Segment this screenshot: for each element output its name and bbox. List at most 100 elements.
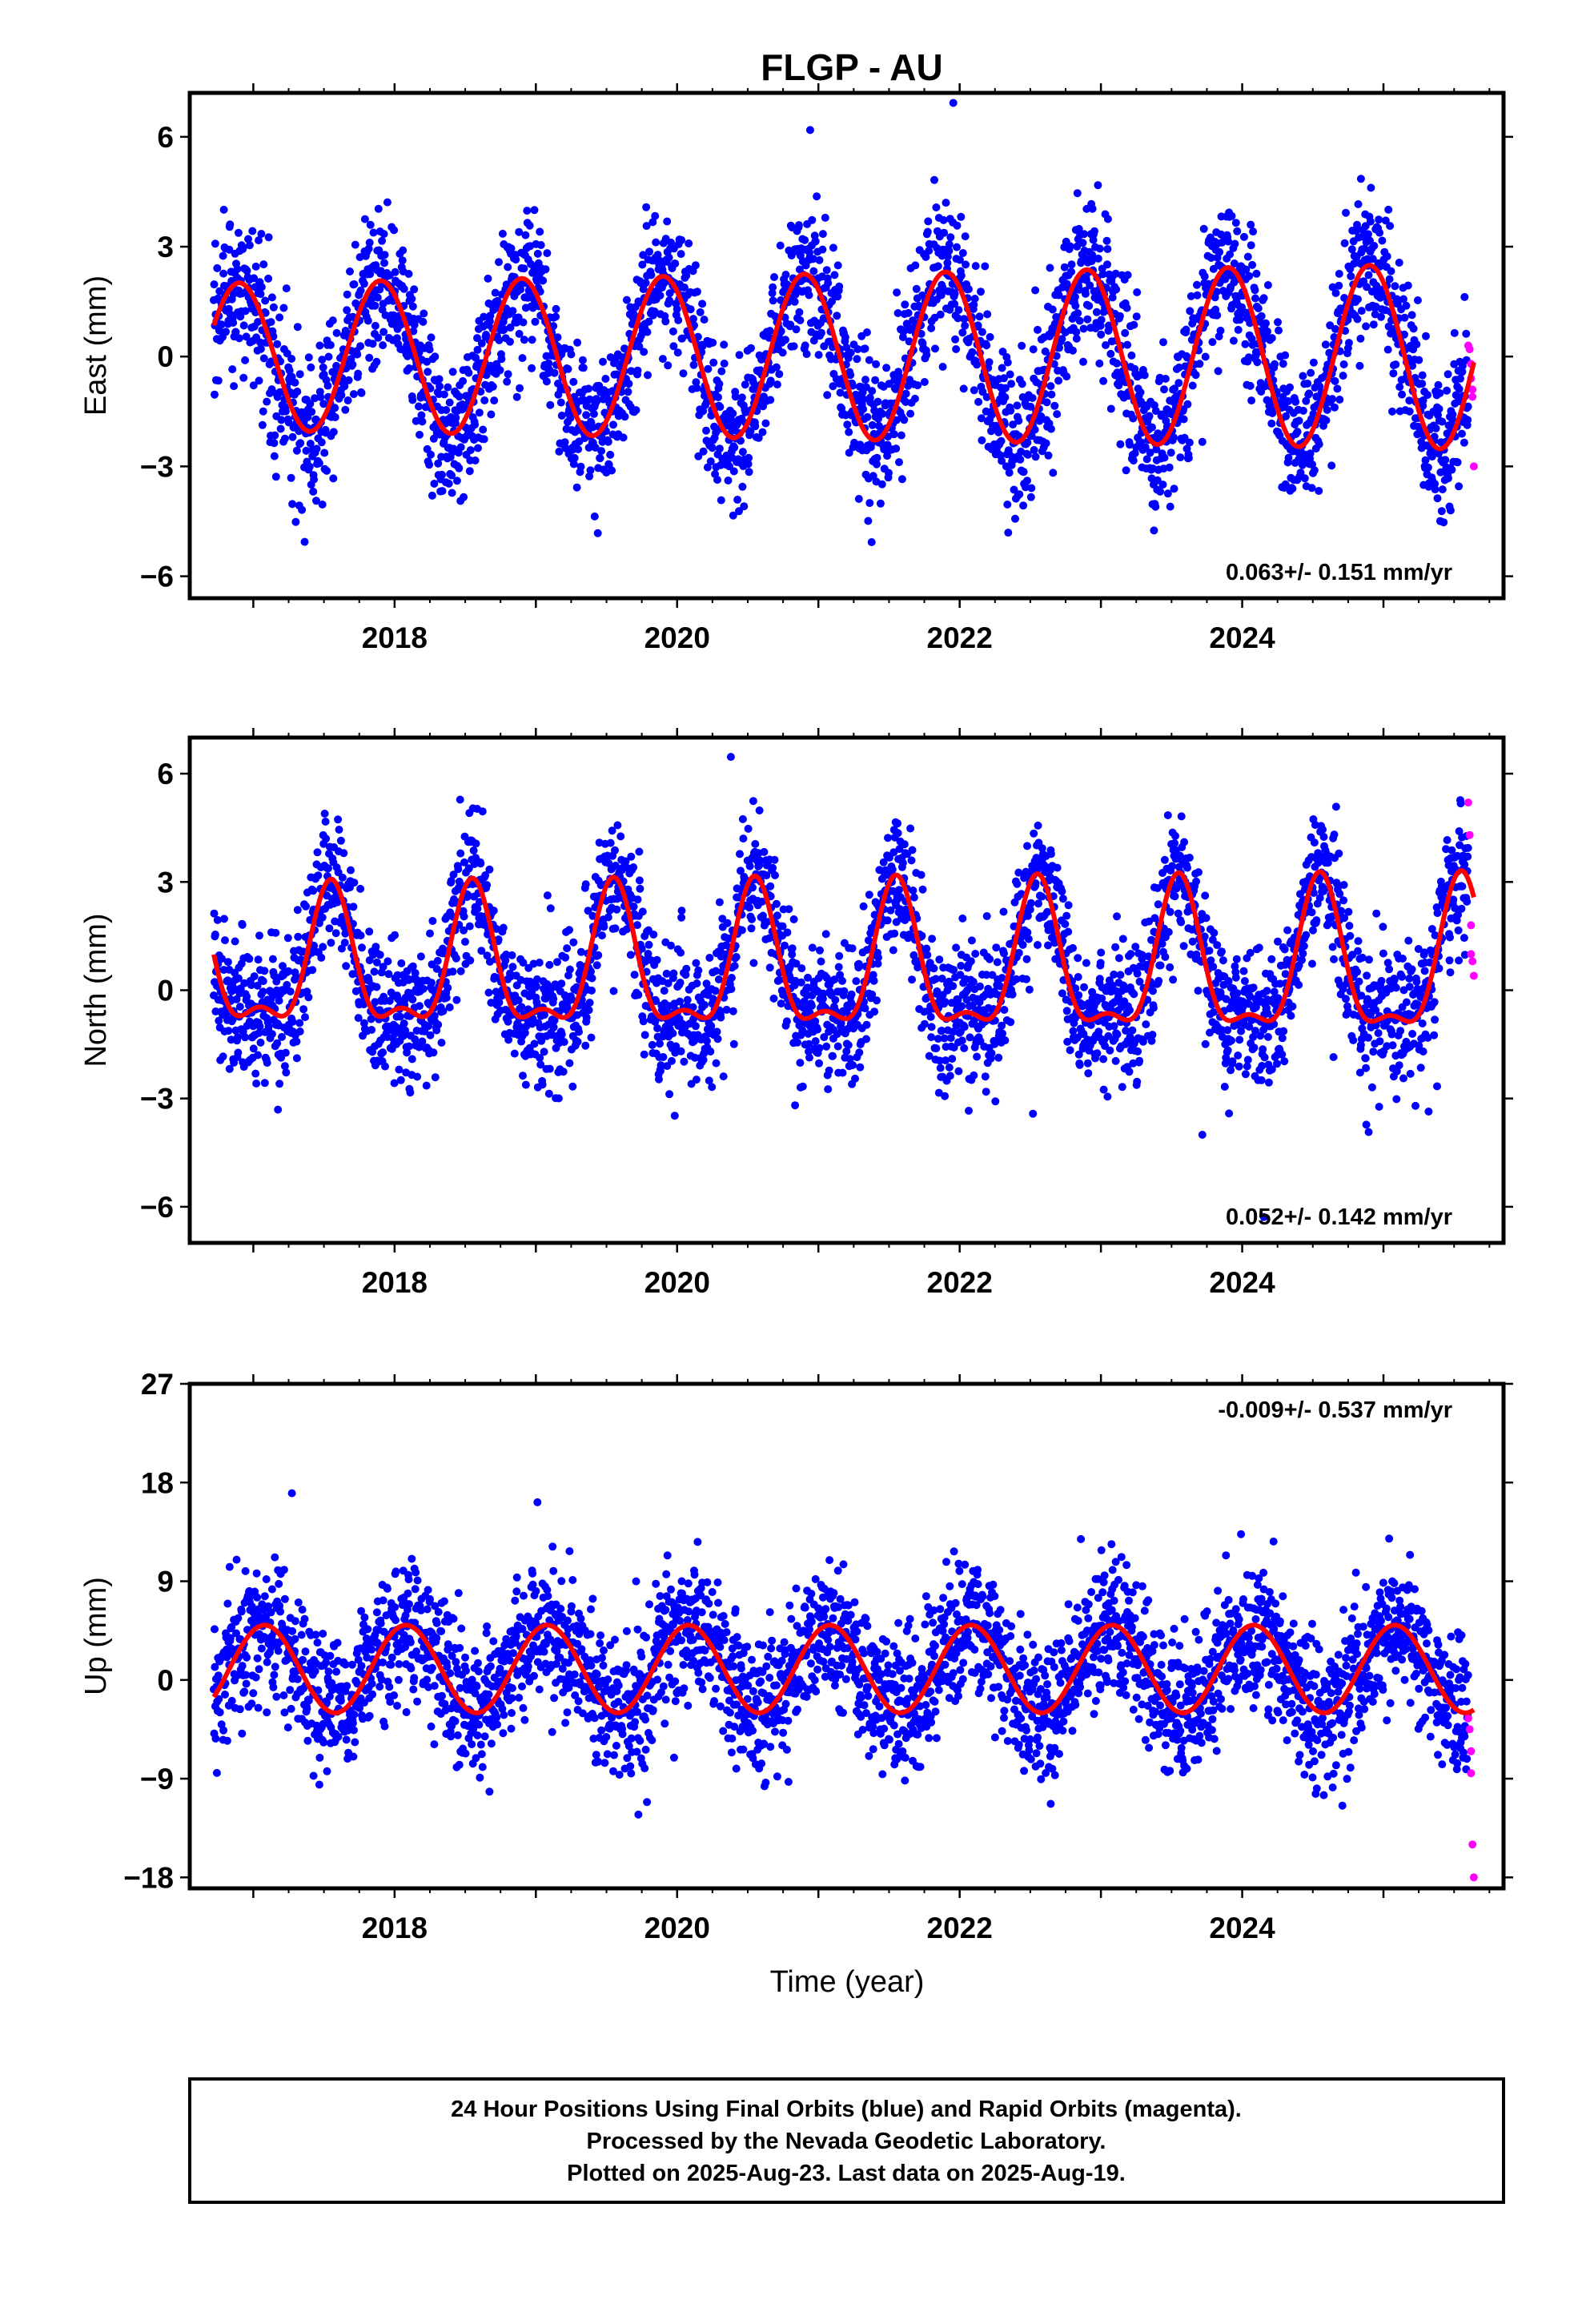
data-point [608,466,616,475]
data-point [255,236,263,245]
data-point [1422,332,1430,340]
data-point [217,320,226,329]
data-point [480,435,488,444]
data-point [1435,404,1443,413]
data-point [1003,358,1012,367]
data-point [1387,267,1395,275]
data-point [506,324,515,332]
data-point [1133,288,1142,296]
data-point [219,205,228,214]
data-point [581,1041,590,1050]
y-tick-label: −3 [140,450,174,483]
data-point [357,388,366,397]
data-point [259,987,267,996]
data-point [1103,215,1112,223]
data-point [508,307,517,316]
data-point [1166,502,1174,511]
data-point [596,454,604,463]
data-point [671,259,680,268]
data-point [428,917,437,925]
data-point [249,381,258,390]
data-point [1441,456,1450,464]
data-point [504,1035,513,1044]
data-point [1019,501,1028,510]
data-point [1307,484,1316,493]
data-point [507,244,516,253]
data-point [592,397,601,405]
data-point [320,810,329,818]
data-point [1400,313,1409,322]
data-point [626,951,635,959]
data-point [271,472,280,481]
data-point [1088,251,1097,259]
data-point [720,360,729,368]
data-point [981,262,990,271]
data-point [644,371,652,380]
data-point [859,404,868,413]
data-point [1073,189,1082,198]
data-point [593,529,602,537]
data-point [849,1061,857,1069]
data-point [239,243,247,252]
data-point [381,1062,389,1071]
data-point [977,414,986,423]
data-point [431,1073,440,1082]
data-point [978,328,986,336]
data-point [234,228,243,237]
data-point [760,847,769,856]
data-point [853,345,862,353]
data-point [1146,448,1154,457]
data-point [954,306,963,315]
data-point [1333,384,1342,393]
data-point [424,368,432,376]
data-point [677,907,686,915]
data-point [677,1047,685,1055]
data-point [1067,267,1075,276]
data-point [754,433,763,442]
data-point [1075,316,1084,325]
data-point [211,239,219,248]
data-point [1384,205,1393,214]
data-point [1003,501,1012,509]
data-point [1395,383,1404,392]
data-point [314,871,323,880]
data-point [438,487,447,496]
data-point [256,338,264,347]
data-point [516,384,524,392]
data-point [723,919,732,927]
data-point [853,355,861,364]
data-point [555,447,564,456]
data-point [1383,345,1392,354]
data-point [310,475,319,484]
data-point [530,1039,539,1048]
data-point [1016,455,1025,464]
data-point [872,360,881,368]
data-point [360,215,369,223]
data-point [715,444,724,453]
data-point [1331,324,1339,333]
data-point [829,243,837,252]
data-point [744,824,753,833]
data-point [698,342,707,351]
data-point [541,265,550,274]
data-point [573,1037,582,1046]
data-point [1446,506,1455,515]
data-point [953,221,962,230]
data-point [499,923,508,932]
data-point [1247,335,1256,343]
data-point [713,1035,722,1043]
data-point [328,316,337,325]
data-point [340,382,349,391]
data-point [391,267,400,276]
data-point [1245,271,1254,280]
data-point [1186,307,1195,316]
data-point [863,412,872,421]
data-point [300,537,309,546]
data-point [1031,452,1040,461]
data-point [782,1017,791,1026]
data-point [295,1019,304,1027]
data-point [1444,474,1452,483]
data-point [512,255,520,264]
data-point [412,416,420,425]
data-point [844,1041,853,1049]
